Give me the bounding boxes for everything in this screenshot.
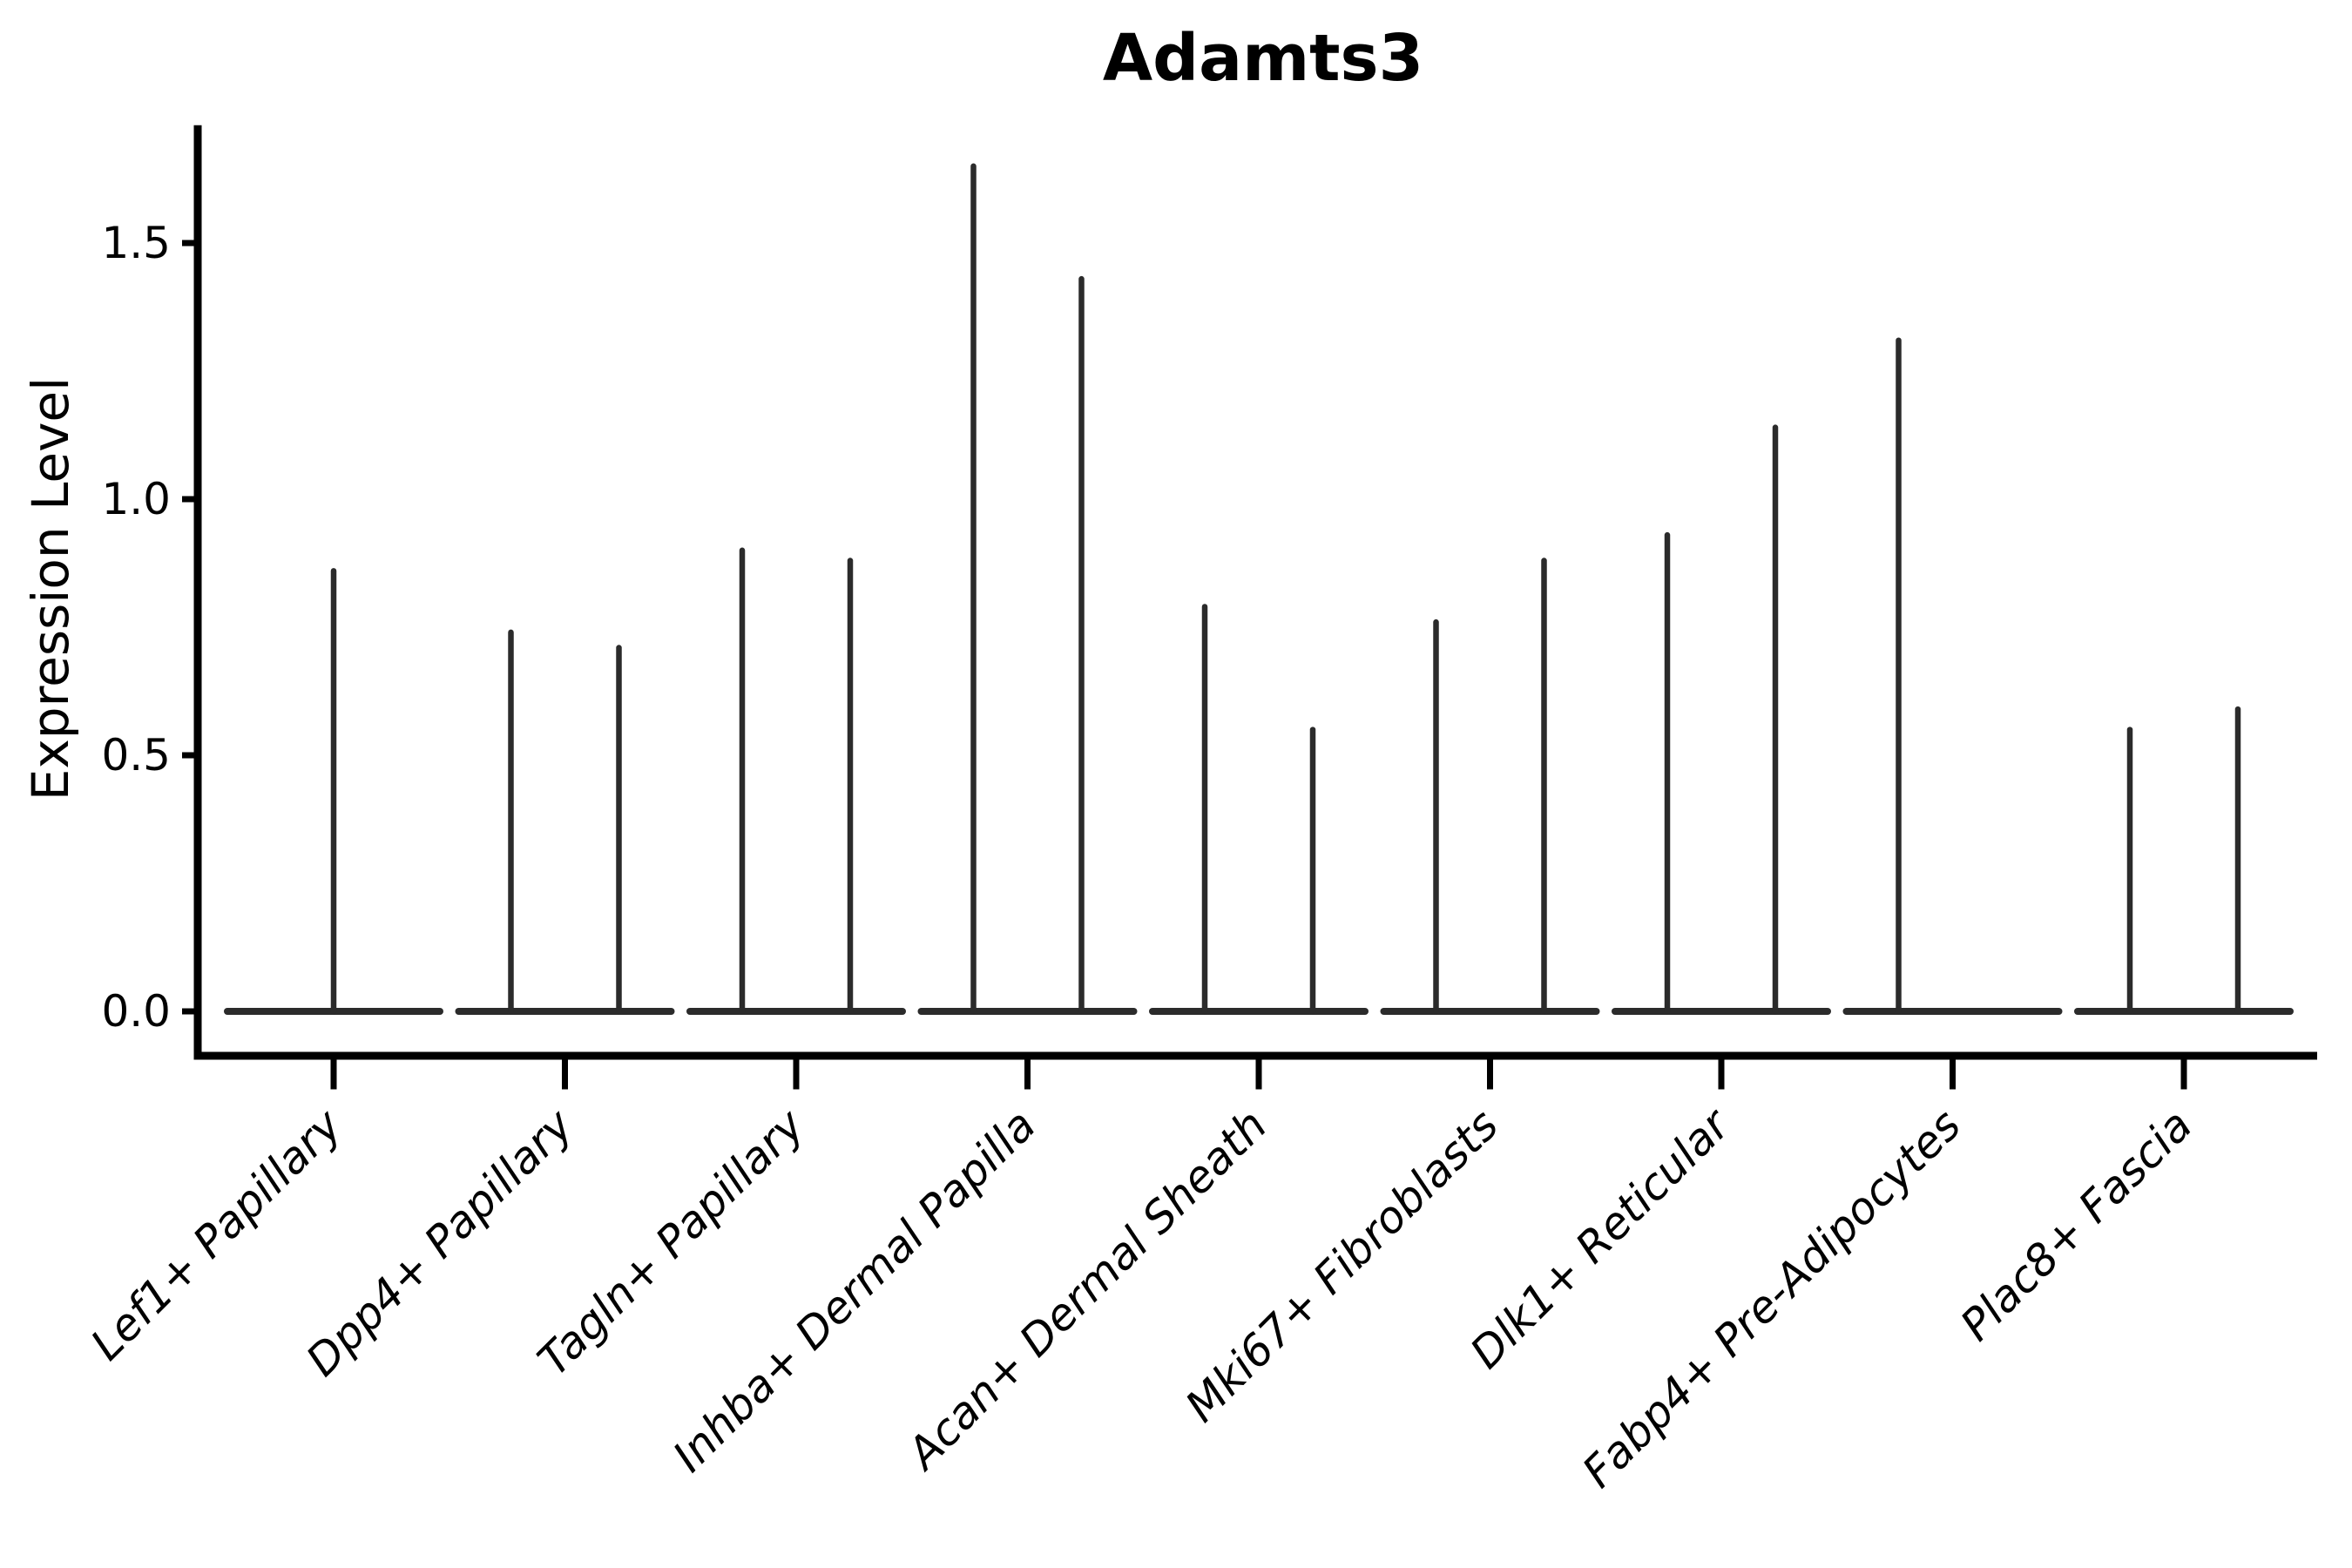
y-tick-label: 1.0 [101,474,171,524]
plot-title: Adamts3 [1103,21,1423,96]
axes-layer [193,125,2317,1060]
y-axis-label: Expression Level [21,377,80,801]
x-axis-category-label: Lef1+ Papillary [81,1098,352,1369]
x-axis-category-label: Plac8+ Fascia [1951,1099,2202,1350]
y-tick-label: 0.5 [101,730,171,781]
y-tick-label: 1.5 [101,218,171,268]
x-axis-category-label: Fabp4+ Pre-Adipocytes [1572,1099,1970,1497]
violins-layer [224,163,2294,1015]
y-tick-label: 0.0 [101,986,171,1037]
